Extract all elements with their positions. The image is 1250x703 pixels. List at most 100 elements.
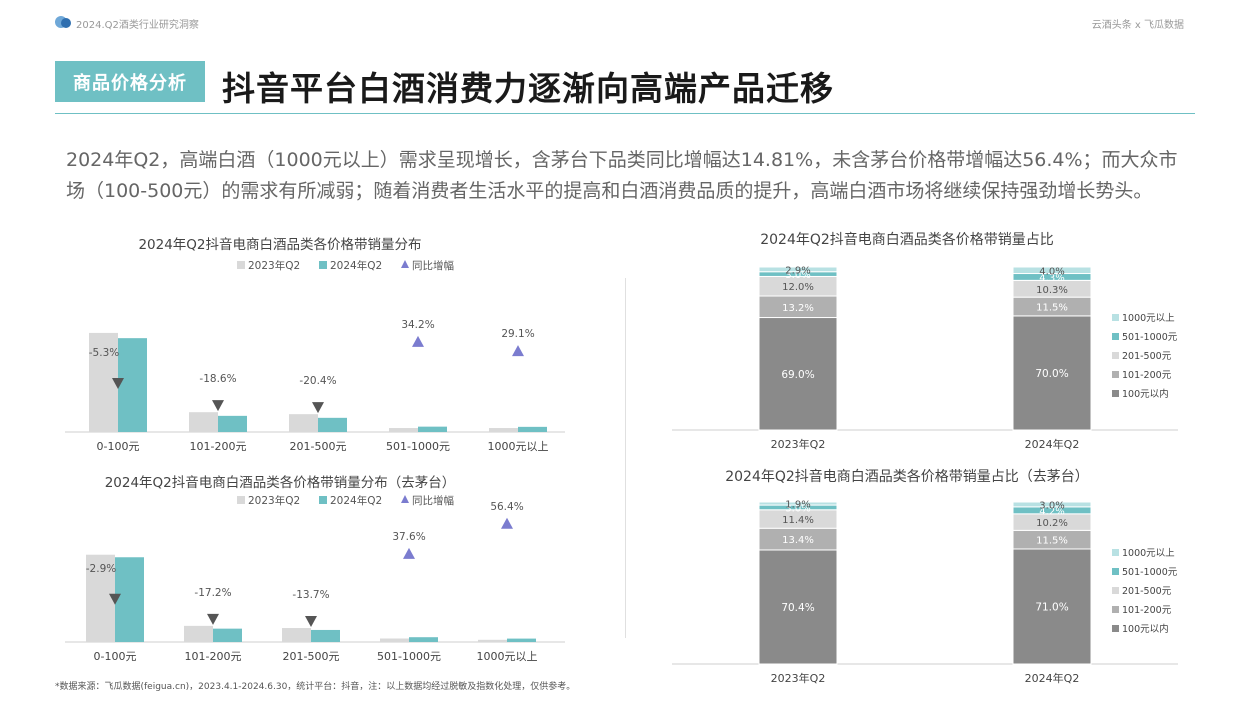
- legend-swatch: [319, 496, 327, 504]
- stack-segment: [1012, 266, 1092, 275]
- legend-swatch: [319, 261, 327, 269]
- chart-title: 2024年Q2抖音电商白酒品类各价格带销量分布（去茅台）: [105, 474, 456, 491]
- legend-swatch: [1112, 625, 1119, 632]
- segment-label: 3.0%: [785, 270, 810, 281]
- bar-2024: [115, 557, 144, 642]
- legend-label: 100元以内: [1122, 623, 1169, 635]
- bar-2023: [86, 554, 115, 642]
- data-source-footnote: *数据来源：飞瓜数据(feigua.cn)，2023.4.1-2024.6.30…: [55, 682, 576, 692]
- legend-swatch: [1112, 587, 1119, 594]
- bar-2024: [213, 628, 242, 642]
- growth-triangle-down: [312, 402, 324, 414]
- growth-label: -20.4%: [299, 375, 336, 387]
- x-tick-label: 2023年Q2: [771, 437, 826, 451]
- section-tag: 商品价格分析: [55, 61, 205, 102]
- brand-logo-icon: [55, 16, 71, 28]
- x-tick-label: 201-500元: [283, 650, 340, 663]
- growth-label: -5.3%: [89, 347, 119, 359]
- segment-label: 13.2%: [782, 303, 814, 314]
- stack-segment: [1012, 548, 1092, 665]
- growth-label: 34.2%: [401, 319, 434, 331]
- growth-triangle-down: [109, 593, 121, 605]
- segment-label: 13.4%: [782, 535, 814, 546]
- segment-label: 3.0%: [785, 503, 810, 514]
- segment-label: 10.2%: [1036, 518, 1068, 529]
- growth-triangle-down: [112, 378, 124, 390]
- segment-label: 70.4%: [781, 602, 814, 614]
- growth-triangle-up: [501, 517, 513, 529]
- legend-label: 501-1000元: [1122, 567, 1178, 578]
- growth-triangle-up: [512, 345, 524, 357]
- x-tick-label: 1000元以上: [477, 650, 538, 663]
- x-tick-label: 201-500元: [290, 440, 347, 453]
- x-tick-label: 0-100元: [97, 440, 140, 453]
- growth-triangle-down: [212, 400, 224, 412]
- legend-swatch: [237, 496, 245, 504]
- growth-label: -18.6%: [199, 373, 236, 385]
- x-tick-label: 2024年Q2: [1025, 437, 1080, 451]
- stack-segment: [1012, 501, 1092, 508]
- segment-label: 4.2%: [1039, 506, 1064, 517]
- segment-label: 11.5%: [1036, 536, 1068, 547]
- growth-label: 29.1%: [501, 328, 534, 340]
- segment-label: 70.0%: [1035, 368, 1068, 380]
- growth-triangle-down: [305, 616, 317, 628]
- legend-label: 201-500元: [1122, 351, 1172, 362]
- bar-2023: [184, 625, 213, 642]
- legend-swatch: [1112, 371, 1119, 378]
- x-tick-label: 101-200元: [190, 440, 247, 453]
- bar-2024: [118, 338, 147, 432]
- growth-triangle-down: [207, 613, 219, 625]
- x-tick-label: 101-200元: [185, 650, 242, 663]
- bar-2023: [380, 638, 409, 642]
- legend-label: 201-500元: [1122, 586, 1172, 597]
- x-tick-label: 1000元以上: [488, 440, 549, 453]
- legend-swatch: [1112, 352, 1119, 359]
- legend-swatch: [1112, 549, 1119, 556]
- bar-2024: [507, 638, 536, 642]
- bar-2023: [189, 412, 218, 432]
- segment-label: 1.9%: [785, 500, 810, 511]
- stack-segment: [758, 501, 838, 506]
- bar-2024: [218, 415, 247, 432]
- x-tick-label: 0-100元: [94, 650, 137, 663]
- legend-label: 2024年Q2: [330, 494, 382, 507]
- chart-price-band-distribution: 2024年Q2抖音电商白酒品类各价格带销量分布 2023年Q2 2024年Q2 同比增…: [65, 236, 565, 453]
- legend-label: 同比增幅: [412, 259, 454, 272]
- bar-2024: [311, 629, 340, 642]
- segment-label: 4.0%: [1039, 266, 1064, 277]
- legend-label: 1000元以上: [1122, 313, 1175, 324]
- legend-triangle: [401, 260, 409, 268]
- stack-segment: [758, 317, 838, 431]
- legend-swatch: [1112, 390, 1119, 397]
- segment-label: 71.0%: [1035, 601, 1068, 613]
- x-tick-label: 501-1000元: [377, 650, 441, 663]
- x-tick-label: 2024年Q2: [1025, 671, 1080, 685]
- legend-swatch: [1112, 333, 1119, 340]
- brand-credit: 云酒头条 x 飞瓜数据: [1091, 20, 1184, 31]
- legend-label: 501-1000元: [1122, 332, 1178, 343]
- legend-swatch: [1112, 314, 1119, 321]
- chart-title: 2024年Q2抖音电商白酒品类各价格带销量分布: [138, 236, 421, 253]
- legend-label: 101-200元: [1122, 605, 1172, 616]
- report-title: 2024.Q2酒类行业研究洞察: [76, 20, 199, 31]
- bar-2024: [318, 417, 347, 432]
- growth-label: -2.9%: [86, 563, 116, 575]
- bar-2023: [282, 628, 311, 642]
- bar-2024: [518, 426, 547, 432]
- growth-label: -13.7%: [292, 589, 329, 601]
- legend-label: 2024年Q2: [330, 259, 382, 272]
- chart-price-band-share-ex-moutai: 2024年Q2抖音电商白酒品类各价格带销量占比（去茅台） 70.4% 13.4% 11…: [672, 468, 1178, 685]
- chart-price-band-share: 2024年Q2抖音电商白酒品类各价格带销量占比 69.0% 13.2% 12.0%3.…: [672, 231, 1178, 451]
- stack-segment: [758, 266, 838, 273]
- intro-paragraph: 2024年Q2，高端白酒（1000元以上）需求呈现增长，含茅台下品类同比增幅达1…: [66, 149, 1178, 202]
- growth-label: 56.4%: [490, 501, 523, 513]
- bar-2023: [89, 332, 118, 432]
- legend-label: 2023年Q2: [248, 259, 300, 272]
- legend-swatch: [1112, 568, 1119, 575]
- legend-label: 100元以内: [1122, 388, 1169, 400]
- segment-label: 69.0%: [781, 369, 814, 381]
- growth-triangle-up: [403, 547, 415, 559]
- x-tick-label: 501-1000元: [386, 440, 450, 453]
- segment-label: 4.3%: [1039, 273, 1064, 284]
